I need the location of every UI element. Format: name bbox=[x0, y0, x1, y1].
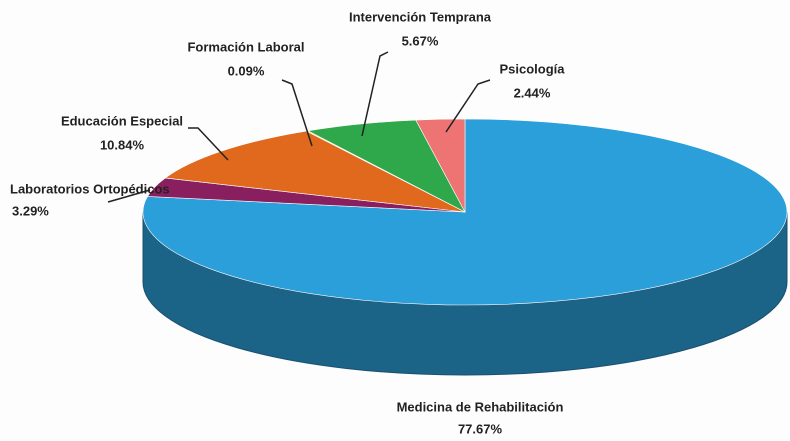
slice-label: Psicología bbox=[499, 61, 565, 76]
slice-label: Educación Especial bbox=[61, 113, 183, 128]
value-label: 3.29% bbox=[12, 203, 49, 218]
leader-line bbox=[281, 79, 313, 147]
slice-label: Medicina de Rehabilitación bbox=[397, 399, 564, 414]
pie bbox=[142, 118, 788, 376]
slice-label: Formación Laboral bbox=[187, 39, 304, 54]
leader-line bbox=[188, 127, 229, 161]
value-label: 10.84% bbox=[100, 137, 145, 152]
slice-label: Intervención Temprana bbox=[349, 9, 492, 24]
value-label: 0.09% bbox=[228, 63, 265, 78]
leader-line bbox=[361, 51, 389, 137]
slice-label: Laboratorios Ortopédicos bbox=[10, 181, 170, 196]
slice bbox=[164, 130, 466, 213]
slice bbox=[415, 118, 466, 213]
labels: Medicina de Rehabilitación 77.67% Laborato… bbox=[10, 9, 565, 436]
value-label: 77.67% bbox=[458, 421, 503, 436]
leader-line bbox=[445, 79, 491, 133]
value-label: 2.44% bbox=[514, 85, 551, 100]
leader-line bbox=[107, 189, 151, 203]
value-label: 5.67% bbox=[402, 33, 439, 48]
